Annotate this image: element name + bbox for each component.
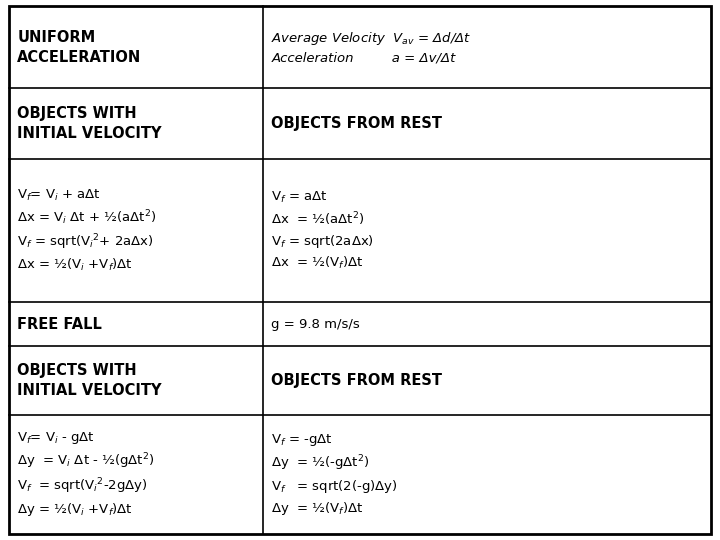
Text: V$_f$ = -gΔt
Δy  = ½(-gΔt$^2$)
V$_f$   = sqrt(2(-g)Δy)
Δy  = ½(V$_f$)Δt: V$_f$ = -gΔt Δy = ½(-gΔt$^2$) V$_f$ = sq… — [271, 432, 398, 517]
Text: UNIFORM
ACCELERATION: UNIFORM ACCELERATION — [17, 30, 142, 65]
Text: V$_f$= V$_i$ - gΔt
Δy  = V$_i$ Δt - ½(gΔt$^2$)
V$_f$  = sqrt(V$_i$$^2$-2gΔy)
Δy : V$_f$= V$_i$ - gΔt Δy = V$_i$ Δt - ½(gΔt… — [17, 430, 155, 518]
Text: OBJECTS WITH
INITIAL VELOCITY: OBJECTS WITH INITIAL VELOCITY — [17, 106, 162, 141]
Text: V$_f$ = aΔt
Δx  = ½(aΔt$^2$)
V$_f$ = sqrt(2aΔx)
Δx  = ½(V$_f$)Δt: V$_f$ = aΔt Δx = ½(aΔt$^2$) V$_f$ = sqrt… — [271, 190, 374, 271]
Text: Average Velocity  V$_{av}$ = Δd/Δt
Acceleration         a = Δv/Δt: Average Velocity V$_{av}$ = Δd/Δt Accele… — [271, 30, 472, 64]
Text: FREE FALL: FREE FALL — [17, 316, 102, 332]
Text: OBJECTS FROM REST: OBJECTS FROM REST — [271, 116, 442, 131]
Text: g = 9.8 m/s/s: g = 9.8 m/s/s — [271, 318, 360, 330]
Text: OBJECTS WITH
INITIAL VELOCITY: OBJECTS WITH INITIAL VELOCITY — [17, 363, 162, 398]
Text: V$_f$= V$_i$ + aΔt
Δx = V$_i$ Δt + ½(aΔt$^2$)
V$_f$ = sqrt(V$_i$$^2$+ 2aΔx)
Δx =: V$_f$= V$_i$ + aΔt Δx = V$_i$ Δt + ½(aΔt… — [17, 188, 156, 273]
Text: OBJECTS FROM REST: OBJECTS FROM REST — [271, 373, 442, 388]
